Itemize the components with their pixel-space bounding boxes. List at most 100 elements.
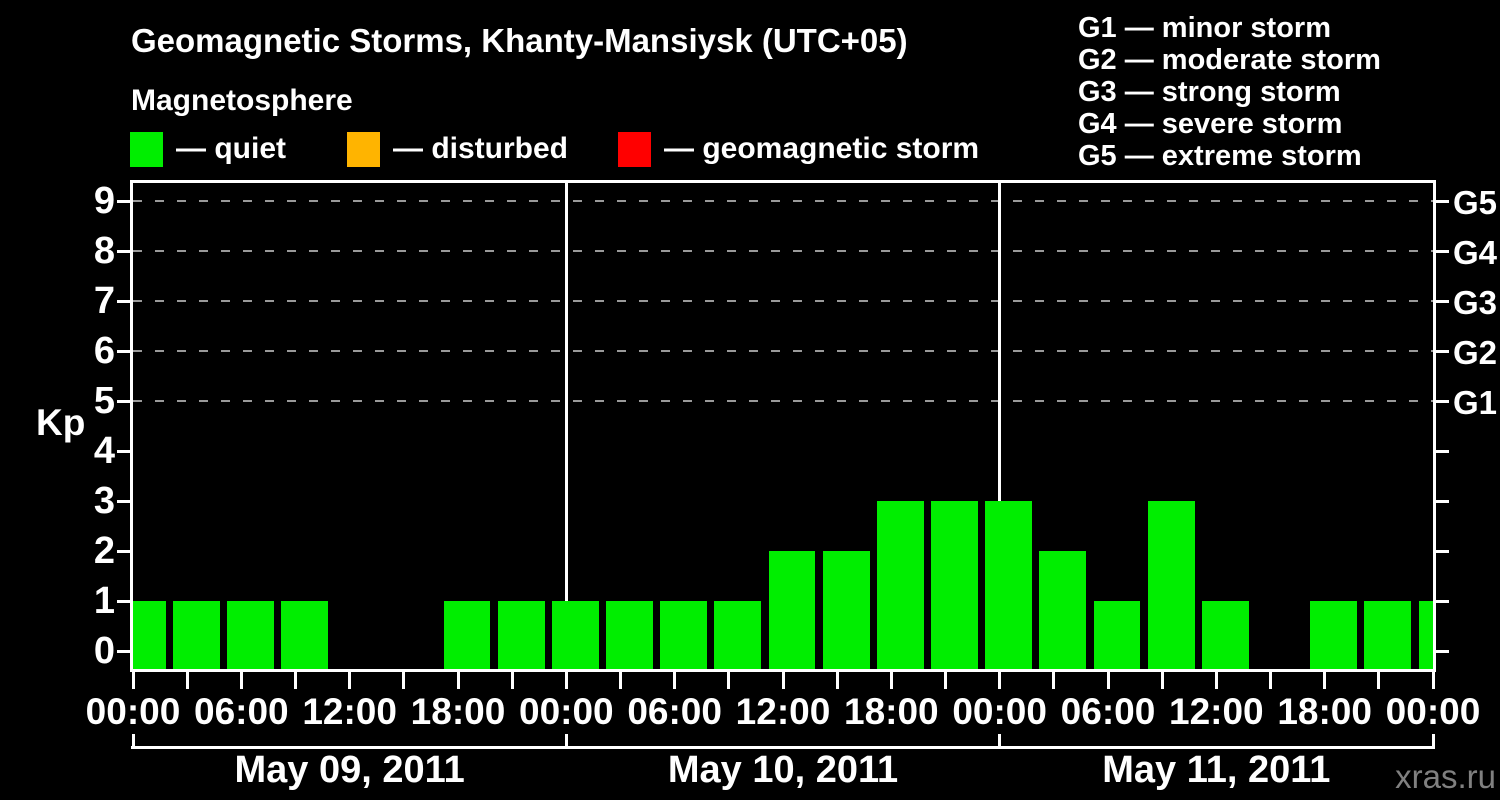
x-tick-63h bbox=[1269, 672, 1272, 689]
kp-bar bbox=[931, 501, 978, 669]
x-tick-45h bbox=[944, 672, 947, 689]
gridline-kp6 bbox=[133, 350, 1433, 352]
y-axis-title: Kp bbox=[36, 402, 86, 443]
y-tick-right-2 bbox=[1436, 550, 1449, 553]
y-tick-label-8: 8 bbox=[93, 230, 115, 272]
date-label-day2: May 10, 2011 bbox=[667, 749, 899, 791]
y-tick-right-1 bbox=[1436, 600, 1449, 603]
x-tick-3h bbox=[185, 672, 189, 689]
x-tick-0h bbox=[131, 672, 135, 689]
gridline-kp9 bbox=[133, 200, 1433, 202]
x-tick-21h bbox=[510, 672, 514, 689]
kp-bar bbox=[1147, 501, 1195, 669]
y-tick-left-0 bbox=[117, 650, 130, 653]
x-tick-27h bbox=[619, 672, 622, 689]
right-axis-label-g4: G4 bbox=[1453, 234, 1498, 271]
kp-bar bbox=[768, 551, 816, 669]
date-bracket-line bbox=[131, 746, 1434, 749]
y-tick-label-4: 4 bbox=[93, 430, 115, 472]
day-boundary-line bbox=[564, 183, 568, 669]
y-tick-left-7 bbox=[117, 300, 130, 303]
disturbed-swatch bbox=[347, 131, 380, 167]
y-tick-left-6 bbox=[117, 350, 130, 353]
x-tick-39h bbox=[835, 672, 839, 689]
x-tick-48h bbox=[998, 672, 1002, 689]
x-tick-18h bbox=[456, 672, 460, 689]
kp-bar bbox=[876, 501, 924, 669]
kp-bar bbox=[443, 601, 491, 669]
x-tick-60h bbox=[1214, 672, 1218, 689]
kp-bar bbox=[660, 601, 708, 669]
y-tick-left-5 bbox=[117, 400, 130, 403]
y-tick-label-6: 6 bbox=[93, 330, 115, 372]
x-tick-36h bbox=[781, 672, 785, 689]
watermark-xras: xras.ru bbox=[1395, 758, 1496, 795]
gridline-kp7 bbox=[133, 300, 1433, 302]
quiet-swatch bbox=[130, 131, 163, 167]
time-label: 18:00 bbox=[844, 691, 939, 732]
x-tick-15h bbox=[402, 672, 406, 689]
time-label: 00:00 bbox=[952, 691, 1047, 732]
y-tick-right-6 bbox=[1436, 350, 1449, 353]
y-tick-label-5: 5 bbox=[93, 380, 115, 422]
y-tick-label-0: 0 bbox=[93, 630, 115, 672]
kp-bar bbox=[551, 601, 599, 669]
time-label: 06:00 bbox=[1060, 691, 1156, 732]
kp-bar bbox=[1039, 551, 1087, 669]
date-bracket-tick bbox=[564, 734, 568, 749]
date-bracket-tick bbox=[131, 734, 135, 749]
time-label: 06:00 bbox=[194, 691, 289, 732]
y-tick-label-7: 7 bbox=[93, 280, 115, 322]
time-label: 18:00 bbox=[410, 691, 506, 732]
plot-area bbox=[130, 180, 1436, 672]
y-tick-right-4 bbox=[1436, 450, 1449, 453]
y-tick-label-9: 9 bbox=[93, 180, 115, 222]
geomagnetic-storm-swatch bbox=[618, 131, 651, 167]
x-tick-33h bbox=[727, 672, 731, 689]
day-boundary-line bbox=[998, 183, 1002, 669]
time-label: 18:00 bbox=[1277, 691, 1372, 732]
time-label: 12:00 bbox=[1169, 691, 1264, 732]
y-tick-left-1 bbox=[117, 600, 130, 603]
kp-bar bbox=[172, 601, 220, 669]
magnetosphere-label: Magnetosphere bbox=[131, 84, 353, 117]
legend-item-disturbed: — disturbed bbox=[347, 131, 568, 167]
gridline-kp8 bbox=[133, 250, 1433, 252]
y-tick-right-5 bbox=[1436, 400, 1449, 403]
kp-bar bbox=[1418, 601, 1433, 669]
legend-item-quiet: — quiet bbox=[130, 131, 286, 167]
plot-inner bbox=[133, 183, 1433, 669]
x-tick-72h bbox=[1431, 672, 1435, 689]
y-tick-label-3: 3 bbox=[93, 480, 115, 522]
right-axis-label-g1: G1 bbox=[1453, 384, 1498, 421]
time-label: 12:00 bbox=[735, 691, 831, 732]
x-tick-6h bbox=[239, 672, 243, 689]
kp-bar bbox=[1364, 601, 1412, 669]
kp-bar bbox=[281, 601, 328, 669]
date-label-day3: May 11, 2011 bbox=[1102, 749, 1331, 791]
date-label-day1: May 09, 2011 bbox=[234, 749, 465, 791]
gridline-kp5 bbox=[133, 400, 1433, 402]
y-tick-left-3 bbox=[117, 500, 130, 503]
y-tick-right-9 bbox=[1436, 200, 1449, 203]
right-axis-label-g3: G3 bbox=[1453, 284, 1498, 321]
time-label: 06:00 bbox=[627, 691, 722, 732]
right-axis-label-g2: G2 bbox=[1453, 334, 1498, 371]
y-tick-right-8 bbox=[1436, 250, 1449, 253]
kp-bar bbox=[714, 601, 762, 669]
time-label: 00:00 bbox=[1385, 691, 1481, 732]
x-tick-54h bbox=[1106, 672, 1110, 689]
time-label: 00:00 bbox=[85, 691, 181, 732]
kp-bar bbox=[1093, 601, 1141, 669]
kp-bar bbox=[226, 601, 274, 669]
time-label: 00:00 bbox=[519, 691, 614, 732]
x-tick-66h bbox=[1323, 672, 1327, 689]
y-tick-left-4 bbox=[117, 450, 130, 453]
legend-item-geomagnetic-storm: — geomagnetic storm bbox=[618, 131, 979, 167]
y-tick-right-7 bbox=[1436, 300, 1449, 303]
storm-scale-line-4: G4 — severe storm bbox=[1078, 108, 1343, 140]
storm-scale-line-2: G2 — moderate storm bbox=[1078, 44, 1381, 76]
y-tick-label-2: 2 bbox=[93, 530, 115, 572]
x-tick-12h bbox=[348, 672, 352, 689]
